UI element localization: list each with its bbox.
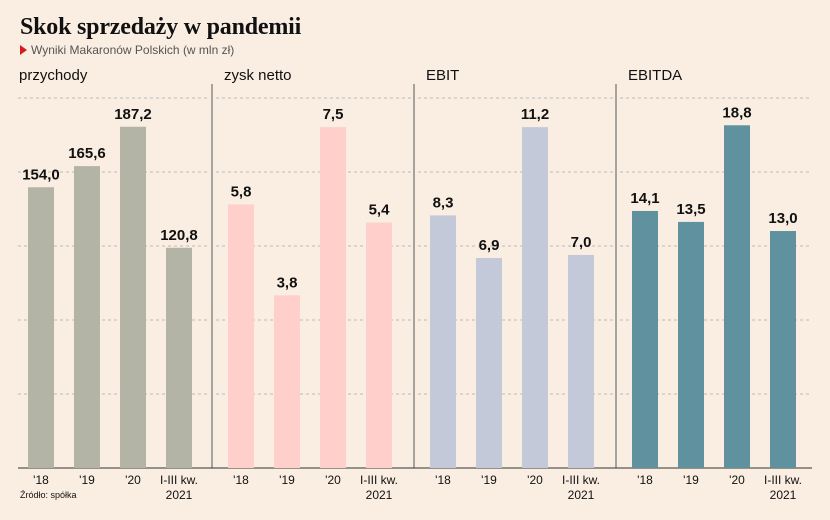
data-label: 120,8 <box>160 227 198 244</box>
data-label: 7,0 <box>571 234 592 251</box>
tick-label: '19 <box>79 473 95 487</box>
data-label: 187,2 <box>114 106 152 123</box>
data-label: 7,5 <box>323 106 344 123</box>
bar <box>320 127 346 468</box>
data-label: 5,8 <box>231 183 252 200</box>
source-note: Źródło: spółka <box>20 490 77 500</box>
bar <box>274 295 300 468</box>
tick-label: '18 <box>435 473 451 487</box>
tick-label: '19 <box>683 473 699 487</box>
tick-label: '18 <box>33 473 49 487</box>
data-label: 13,0 <box>768 210 797 227</box>
tick-label: '19 <box>279 473 295 487</box>
chart-title: Skok sprzedaży w pandemii <box>20 14 302 40</box>
tick-label: '20 <box>527 473 543 487</box>
data-label: 3,8 <box>277 274 298 291</box>
bar <box>568 254 594 468</box>
data-label: 5,4 <box>369 202 391 219</box>
tick-label: '20 <box>729 473 745 487</box>
subtitle-text: Wyniki Makaronów Polskich (w mln zł) <box>31 43 235 57</box>
panel-title: EBITDA <box>628 67 682 84</box>
bar <box>430 215 456 468</box>
bar <box>724 125 750 469</box>
bar <box>678 221 704 468</box>
data-label: 11,2 <box>521 106 549 123</box>
bar <box>522 127 548 468</box>
bar <box>228 204 254 468</box>
bar <box>476 258 502 468</box>
chart-subtitle: Wyniki Makaronów Polskich (w mln zł) <box>20 43 234 57</box>
data-label: 165,6 <box>68 145 106 162</box>
tick-label: '18 <box>637 473 653 487</box>
tick-label: '18 <box>233 473 249 487</box>
triangle-marker-icon <box>20 45 27 55</box>
data-label: 154,0 <box>22 166 60 183</box>
bar <box>120 126 146 468</box>
bar <box>770 231 796 468</box>
data-label: 18,8 <box>722 104 751 121</box>
tick-label: I-III kw. 2021 <box>360 473 398 502</box>
bar <box>366 222 392 468</box>
bar <box>166 247 192 468</box>
data-label: 14,1 <box>630 190 659 207</box>
tick-label: I-III kw. 2021 <box>160 473 198 502</box>
tick-label: '19 <box>481 473 497 487</box>
tick-label: '20 <box>325 473 341 487</box>
data-label: 13,5 <box>676 201 705 218</box>
panel-title: EBIT <box>426 67 459 84</box>
tick-label: I-III kw. 2021 <box>562 473 600 502</box>
bar <box>632 210 658 468</box>
bar <box>74 166 100 468</box>
tick-label: '20 <box>125 473 141 487</box>
panel-title: przychody <box>19 67 88 84</box>
bar <box>28 187 54 469</box>
panel-title: zysk netto <box>224 67 292 84</box>
data-label: 8,3 <box>433 194 454 211</box>
data-label: 6,9 <box>479 237 500 254</box>
tick-label: I-III kw. 2021 <box>764 473 802 502</box>
